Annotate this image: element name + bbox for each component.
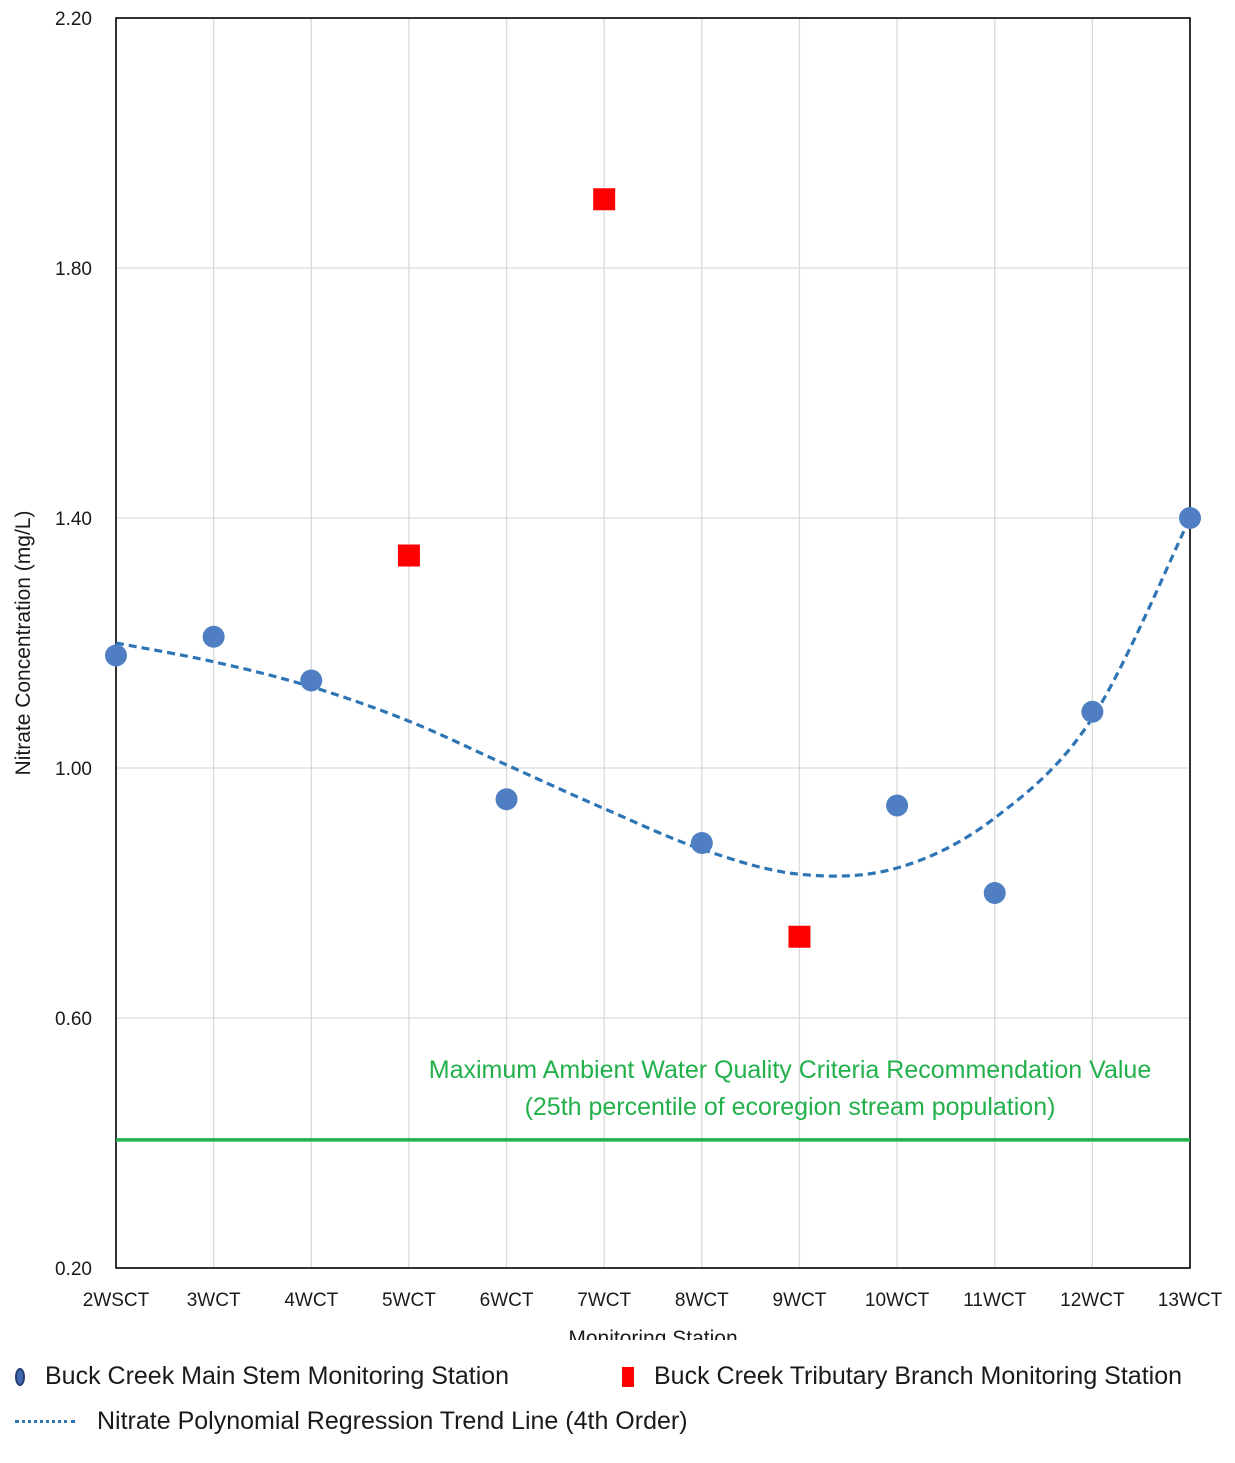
x-tick-label: 7WCT bbox=[577, 1290, 631, 1311]
dashed-line-icon bbox=[15, 1420, 75, 1423]
data-points bbox=[105, 188, 1201, 948]
reference-line-group: Maximum Ambient Water Quality Criteria R… bbox=[116, 1056, 1190, 1142]
criteria-label-line2: (25th percentile of ecoregion stream pop… bbox=[525, 1093, 1056, 1121]
main-stem-point bbox=[105, 644, 127, 667]
legend-tributary: Buck Creek Tributary Branch Monitoring S… bbox=[622, 1362, 1182, 1391]
x-tick-label: 12WCT bbox=[1060, 1290, 1125, 1311]
legend-trendline-label: Nitrate Polynomial Regression Trend Line… bbox=[97, 1407, 688, 1435]
x-tick-label: 11WCT bbox=[963, 1290, 1026, 1311]
legend-tributary-label: Buck Creek Tributary Branch Monitoring S… bbox=[654, 1362, 1183, 1390]
y-tick-label: 0.20 bbox=[55, 1259, 92, 1280]
y-tick-label: 0.60 bbox=[55, 1009, 92, 1030]
y-axis-title: Nitrate Concentration (mg/L) bbox=[12, 511, 35, 776]
main-stem-point bbox=[983, 882, 1006, 904]
main-stem-point bbox=[1081, 700, 1104, 723]
trendline-group bbox=[115, 517, 1192, 878]
circle-marker-icon bbox=[15, 1367, 25, 1386]
y-tick-label: 1.40 bbox=[55, 509, 92, 530]
main-stem-point bbox=[1179, 507, 1201, 529]
tributary-point bbox=[593, 188, 616, 211]
y-tick-label: 1.80 bbox=[55, 259, 92, 280]
main-stem-point bbox=[495, 788, 518, 811]
x-tick-label: 13WCT bbox=[1158, 1290, 1223, 1311]
x-tick-label: 3WCT bbox=[187, 1290, 241, 1311]
x-tick-label: 9WCT bbox=[773, 1290, 827, 1311]
polynomial-trendline bbox=[115, 517, 1192, 878]
square-marker-icon bbox=[622, 1366, 634, 1387]
nitrate-chart: 0.20 0.60 1.00 1.40 1.80 2.20 2WSCT 3WCT 4WCT 5WC… bbox=[12, 9, 1223, 1340]
legend-trendline: Nitrate Polynomial Regression Trend Line… bbox=[15, 1407, 688, 1436]
x-tick-label: 5WCT bbox=[382, 1290, 436, 1311]
main-stem-point bbox=[202, 625, 225, 648]
legend-main-stem: Buck Creek Main Stem Monitoring Station bbox=[15, 1362, 509, 1391]
y-tick-label: 1.00 bbox=[55, 759, 92, 780]
main-stem-point bbox=[690, 832, 713, 854]
x-tick-label: 10WCT bbox=[865, 1290, 930, 1311]
y-tick-label: 2.20 bbox=[55, 9, 92, 30]
axes: 0.20 0.60 1.00 1.40 1.80 2.20 2WSCT 3WCT 4WCT 5WC… bbox=[12, 9, 1223, 1340]
tributary-point bbox=[788, 925, 811, 948]
main-stem-point bbox=[300, 669, 323, 692]
criteria-label-line1: Maximum Ambient Water Quality Criteria R… bbox=[429, 1056, 1152, 1084]
main-stem-point bbox=[886, 794, 909, 817]
tributary-point bbox=[397, 544, 420, 567]
legend-main-stem-label: Buck Creek Main Stem Monitoring Station bbox=[45, 1362, 510, 1390]
x-axis-title: Monitoring Station bbox=[568, 1327, 737, 1340]
x-tick-label: 6WCT bbox=[480, 1290, 534, 1311]
x-tick-label: 8WCT bbox=[675, 1290, 729, 1311]
x-tick-label: 2WSCT bbox=[83, 1290, 150, 1311]
x-tick-label: 4WCT bbox=[284, 1290, 338, 1311]
